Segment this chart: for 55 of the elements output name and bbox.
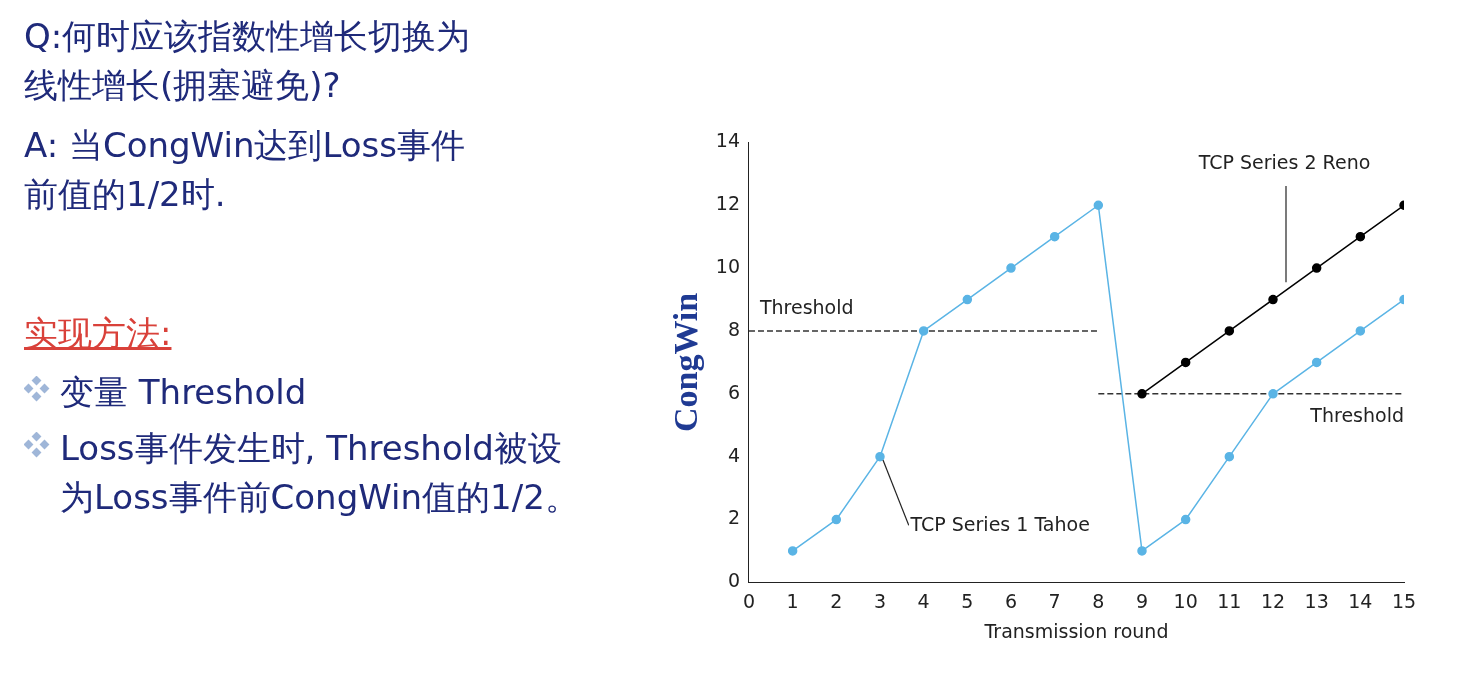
- y-axis-title: CongWin: [667, 292, 705, 433]
- point: [1355, 231, 1366, 242]
- series-label: Threshold: [1309, 404, 1404, 427]
- point: [1224, 451, 1235, 462]
- text: Q:何时应该指数性增长切换为线性增长(拥塞避免)?: [24, 15, 472, 108]
- point: [1224, 326, 1235, 336]
- x-tick-label: 9: [1135, 589, 1149, 612]
- x-tick-label: 1: [786, 589, 799, 612]
- point: [1093, 200, 1104, 211]
- point: [1137, 389, 1147, 399]
- text: TCP Series 2 Reno: [1197, 151, 1371, 174]
- x-tick-label: 12: [1260, 589, 1286, 612]
- x-tick-label: 3: [873, 589, 887, 612]
- point: [1006, 263, 1016, 273]
- y-tick-label: 12: [715, 192, 740, 215]
- x-tick-label: 13: [1304, 589, 1329, 612]
- point: [1268, 294, 1278, 305]
- x-tick-label: 14: [1348, 589, 1373, 612]
- text: A: 当CongWin达到Loss事件前值的1/2时.: [24, 123, 467, 216]
- point: [1355, 326, 1366, 336]
- y-tick-label: 4: [727, 443, 740, 466]
- x-tick-label: 6: [1004, 589, 1018, 612]
- point: [1268, 389, 1278, 399]
- y-tick-label: 6: [727, 380, 740, 403]
- point: [1311, 263, 1322, 273]
- x-tick-label: 7: [1048, 589, 1061, 612]
- point: [1180, 357, 1191, 368]
- x-tick-label: 8: [1092, 589, 1105, 612]
- x-tick-label: 11: [1217, 589, 1242, 612]
- point: [1311, 357, 1322, 368]
- point: [875, 451, 885, 462]
- y-tick-label: 2: [727, 506, 740, 529]
- text: 变量 Threshold: [60, 371, 307, 415]
- point: [1180, 514, 1191, 525]
- point: [962, 294, 973, 305]
- x-tick-label: 15: [1391, 589, 1417, 612]
- point: [918, 326, 929, 336]
- text: TCP Series 1 Tahoe: [909, 512, 1090, 535]
- series-label: Threshold: [758, 295, 854, 318]
- x-tick-label: 4: [917, 589, 930, 612]
- y-tick-label: 0: [727, 569, 740, 592]
- point: [1049, 231, 1060, 242]
- x-axis-title: Transmission round: [983, 619, 1169, 642]
- x-tick-label: 2: [830, 589, 843, 612]
- text: Loss事件发生时, Threshold被设为Loss事件前CongWin值的1/2。: [60, 426, 580, 520]
- point: [787, 546, 798, 556]
- y-tick-label: 10: [715, 255, 740, 278]
- text: 实现方法:: [24, 312, 173, 356]
- y-tick-label: 14: [715, 129, 740, 152]
- x-tick-label: 0: [742, 589, 756, 612]
- x-tick-label: 10: [1173, 589, 1198, 612]
- x-tick-label: 5: [961, 589, 974, 612]
- point: [1137, 546, 1147, 556]
- point: [831, 514, 842, 525]
- y-tick-label: 8: [727, 317, 740, 340]
